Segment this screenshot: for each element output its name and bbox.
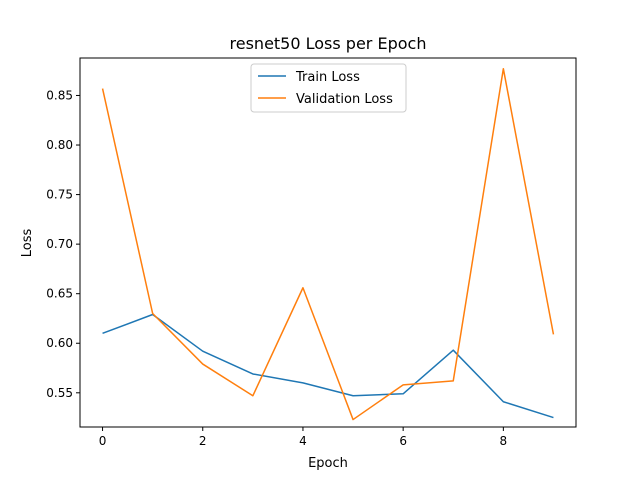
y-tick-label: 0.80	[46, 138, 73, 152]
x-tick-label: 6	[399, 434, 407, 448]
series-line-validation-loss	[101, 67, 555, 421]
plot-lines	[101, 67, 555, 421]
y-tick-label: 0.85	[46, 88, 73, 102]
x-axis-label: Epoch	[308, 456, 348, 471]
legend-label-validation-loss: Validation Loss	[296, 92, 393, 107]
y-tick-label: 0.75	[46, 188, 73, 202]
x-axis: 0 2 4 6 8	[99, 427, 507, 448]
legend: Train Loss Validation Loss	[250, 63, 407, 113]
y-tick-label: 0.65	[46, 287, 73, 301]
chart-title: resnet50 Loss per Epoch	[230, 34, 427, 53]
x-tick-label: 2	[199, 434, 207, 448]
y-tick-label: 0.55	[46, 386, 73, 400]
x-tick-label: 0	[99, 434, 107, 448]
series-line-train-loss	[102, 313, 554, 419]
x-tick-label: 4	[299, 434, 307, 448]
y-tick-label: 0.70	[46, 237, 73, 251]
legend-label-train-loss: Train Loss	[295, 70, 360, 85]
y-axis: 0.55 0.60 0.65 0.70 0.75 0.80 0.85	[46, 88, 80, 400]
plot-area	[79, 57, 577, 428]
legend-frame	[250, 63, 407, 113]
x-tick-label: 8	[500, 434, 508, 448]
y-tick-label: 0.60	[46, 336, 73, 350]
y-axis-label: Loss	[20, 229, 35, 258]
